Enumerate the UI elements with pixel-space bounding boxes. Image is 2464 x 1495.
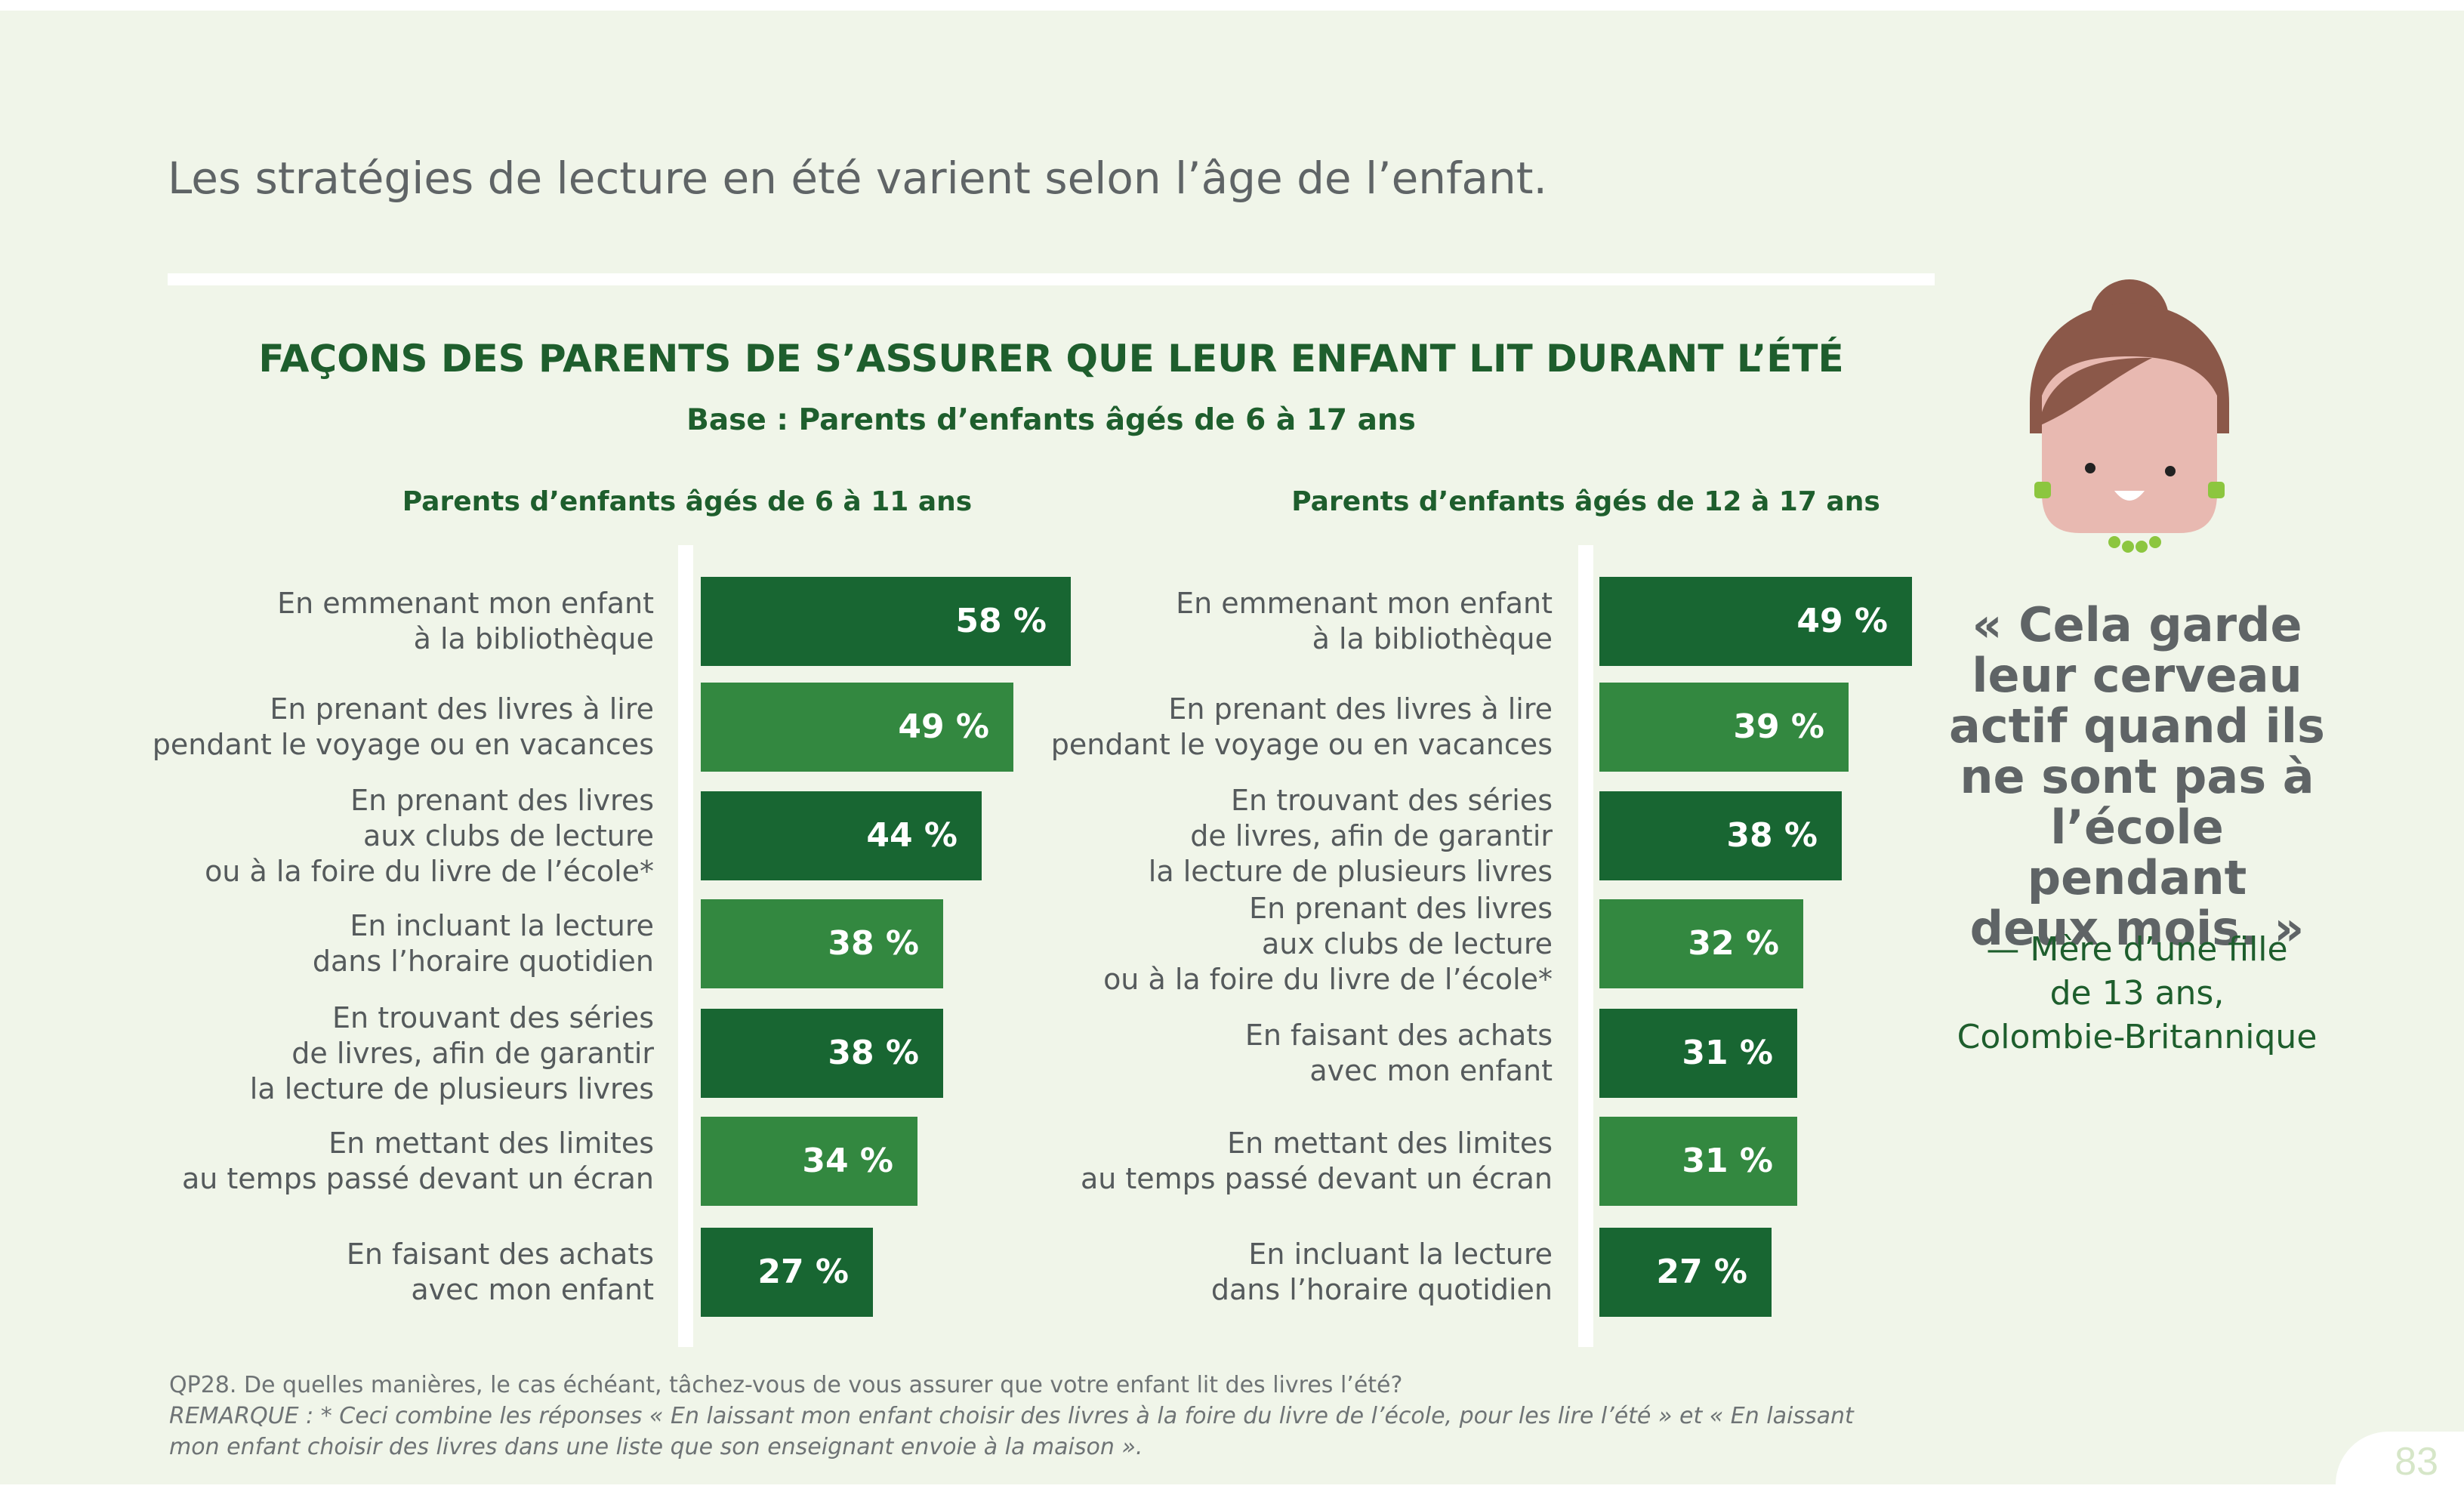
- category-label: En trouvant des séries de livres, afin d…: [249, 1001, 654, 1105]
- axis-line-6-11: [678, 545, 693, 1347]
- page-number: 83: [2336, 1432, 2464, 1484]
- axis-line-12-17: [1578, 545, 1593, 1347]
- category-label: En faisant des achats avec mon enfant: [346, 1238, 654, 1306]
- bar: [1599, 899, 1803, 988]
- bar: [701, 683, 1013, 772]
- category-label: En mettant des limites au temps passé de…: [1080, 1127, 1553, 1195]
- bar: [701, 1009, 943, 1098]
- category-label: En emmenant mon enfant à la bibliothèque: [1176, 587, 1553, 655]
- bar-value-label: 31 %: [1682, 1142, 1773, 1180]
- bar-value-label: 49 %: [898, 707, 989, 746]
- category-label: En trouvant des séries de livres, afin d…: [1148, 784, 1553, 888]
- bar: [1599, 1228, 1772, 1317]
- bar-value-label: 39 %: [1733, 707, 1824, 746]
- category-label: En prenant des livres aux clubs de lectu…: [205, 784, 654, 888]
- bar: [1599, 577, 1912, 666]
- bar-value-label: 38 %: [828, 1034, 919, 1072]
- bar-value-label: 34 %: [802, 1142, 893, 1180]
- quote-attribution: — Mère d’une fille de 13 ans, Colombie-B…: [1957, 930, 2318, 1056]
- bar: [701, 1228, 873, 1317]
- bar: [701, 899, 943, 988]
- category-label: En incluant la lecture dans l’horaire qu…: [1210, 1238, 1553, 1306]
- bar-value-label: 38 %: [828, 924, 919, 963]
- chart-title: FAÇONS DES PARENTS DE S’ASSURER QUE LEUR…: [258, 337, 1844, 381]
- bar: [1599, 1009, 1797, 1098]
- bar-value-label: 31 %: [1682, 1034, 1773, 1072]
- bar: [701, 577, 1071, 666]
- bar-value-label: 27 %: [1656, 1253, 1747, 1291]
- category-label: En prenant des livres à lire pendant le …: [152, 692, 654, 761]
- footnote: QP28. De quelles manières, le cas échéan…: [169, 1370, 1981, 1463]
- category-label: En prenant des livres à lire pendant le …: [1050, 692, 1553, 761]
- category-label: En incluant la lecture dans l’horaire qu…: [312, 909, 654, 978]
- bar: [701, 791, 982, 880]
- divider-rule: [168, 273, 1935, 285]
- chart-subtitle: Base : Parents d’enfants âgés de 6 à 17 …: [686, 403, 1416, 437]
- panel-title-6-11: Parents d’enfants âgés de 6 à 11 ans: [402, 486, 973, 517]
- bar: [701, 1117, 917, 1206]
- bar-value-label: 27 %: [757, 1253, 849, 1291]
- footnote-question: QP28. De quelles manières, le cas échéan…: [169, 1372, 1403, 1398]
- category-label: En faisant des achats avec mon enfant: [1244, 1019, 1553, 1087]
- page-headline: Les stratégies de lecture en été varient…: [168, 153, 1547, 204]
- bar-value-label: 32 %: [1688, 924, 1779, 963]
- footnote-remark: REMARQUE : * Ceci combine les réponses «…: [169, 1403, 1854, 1460]
- report-page: Les stratégies de lecture en été varient…: [0, 11, 2464, 1484]
- bar: [1599, 1117, 1797, 1206]
- panel-title-12-17: Parents d’enfants âgés de 12 à 17 ans: [1291, 486, 1880, 517]
- bar-value-label: 49 %: [1796, 602, 1888, 640]
- bar: [1599, 791, 1842, 880]
- category-label: En mettant des limites au temps passé de…: [181, 1127, 654, 1195]
- bar-value-label: 44 %: [866, 816, 958, 855]
- bar-value-label: 58 %: [955, 602, 1047, 640]
- bar: [1599, 683, 1849, 772]
- bar-value-label: 38 %: [1726, 816, 1818, 855]
- category-label: En prenant des livres aux clubs de lectu…: [1103, 892, 1553, 996]
- woman-avatar-icon: [2030, 279, 2229, 553]
- pull-quote: « Cela garde leur cerveau actif quand il…: [1949, 597, 2325, 956]
- category-label: En emmenant mon enfant à la bibliothèque: [277, 587, 654, 655]
